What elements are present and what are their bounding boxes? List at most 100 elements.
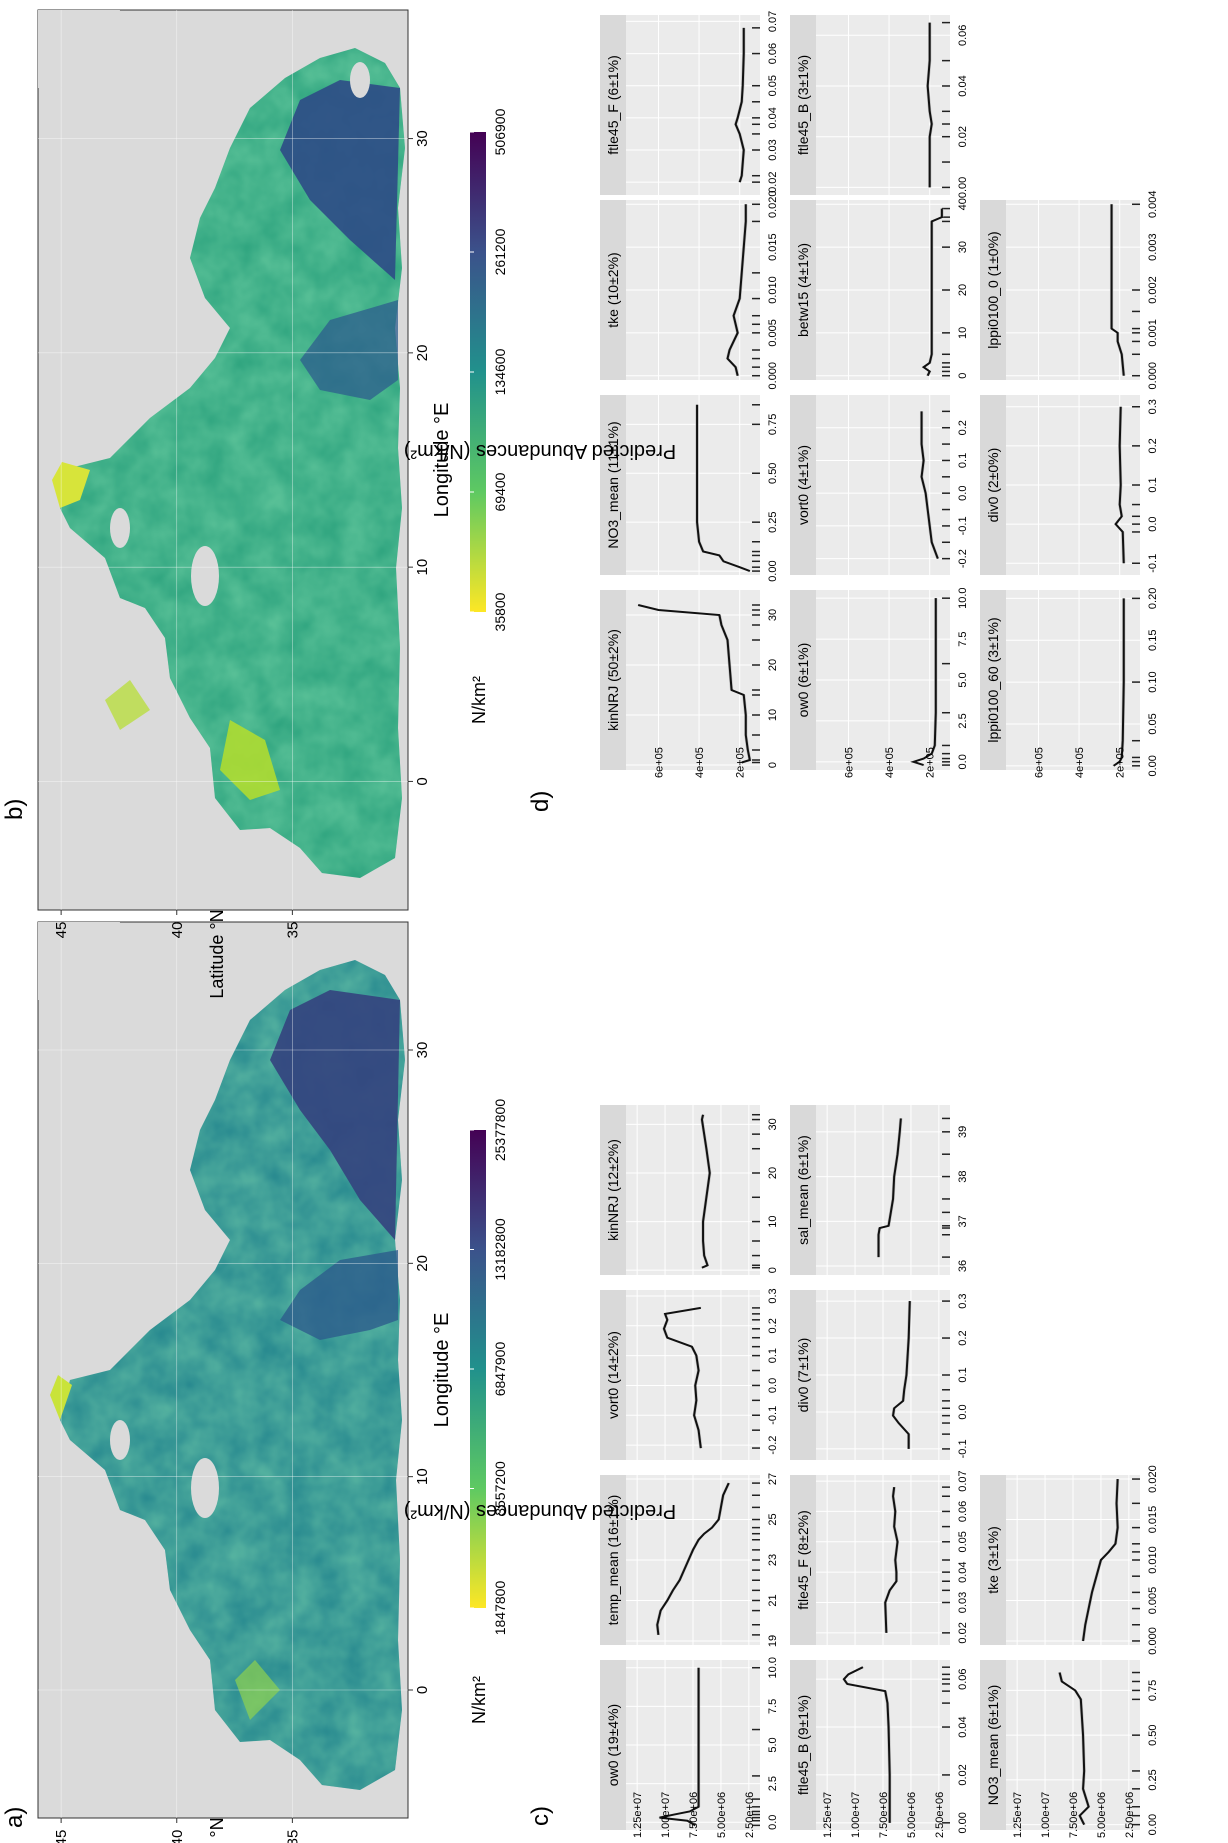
facet-tick-label-x: 0.07 [957, 1470, 969, 1491]
facet-d-8: lppi0100_60 (3±1%) 0.00 0.05 0.10 0.15 0.20 2e… [980, 588, 1159, 778]
facet-d-7: ftle45_B (3±1%) 0.00 0.02 0.04 0.06 [790, 15, 969, 198]
facet-tick-label-y: 7.50e+06 [688, 1792, 700, 1838]
facet-strip [980, 590, 1006, 770]
facet-tick-label-x: 2.5 [957, 713, 969, 728]
facet-c-5: ftle45_F (8±2%) 0.02 0.03 0.04 0.05 0.06 0.07 [790, 1470, 969, 1645]
facet-c-9: tke (3±1%) 0.000 0.005 0.010 0.015 0.020 [980, 1465, 1159, 1655]
facet-tick-label-x: 0.50 [1147, 1724, 1159, 1745]
colorbar-b: 35800 69400 134600 261200 506900 N/km² [469, 108, 508, 724]
facet-tick-label-x: 0.2 [767, 1318, 779, 1333]
facet-tick-label-x: 0.75 [1147, 1680, 1159, 1701]
facet-tick-label-x: 39 [957, 1126, 969, 1138]
facet-tick-label-x: 0.1 [957, 453, 969, 468]
facet-tick-label-y: 7.50e+06 [878, 1792, 890, 1838]
facet-tick-label-x: 19 [767, 1635, 779, 1647]
facet-strip [600, 1290, 626, 1460]
partial-dependence-facets: ow0 (19±4%) 0.0 2.5 5.0 7.5 10.0 2.50e+06 5.00e… [600, 11, 1159, 1838]
facet-tick-label-x: 0.0 [1147, 516, 1159, 531]
facet-tick-label-x: 0.010 [1147, 1546, 1159, 1574]
facet-tick-label-x: 0.06 [767, 43, 779, 64]
facet-tick-label-x: 0 [767, 1267, 779, 1273]
facet-strip [980, 200, 1006, 380]
colorbar-a-title: N/km² [469, 1676, 489, 1724]
panel-label-c: c) [527, 1806, 554, 1826]
facet-series-line [884, 1487, 899, 1633]
facet-series-line [842, 1666, 891, 1823]
map-axes: 0 10 20 30 35 40 45 Longitude °E Latitude °N 0 10 2… [38, 10, 453, 1843]
facet-confidence-ribbon [876, 1118, 903, 1258]
facet-tick-label-x: 0.15 [1147, 630, 1159, 651]
facet-tick-label-x: 0.020 [767, 191, 779, 219]
facet-tick-label-y: 1.00e+07 [850, 1792, 862, 1838]
facet-strip [600, 1475, 626, 1645]
facet-tick-label-x: 37 [957, 1215, 969, 1227]
facet-title: sal_mean (6±1%) [795, 1135, 811, 1245]
facet-title: div0 (7±1%) [795, 1338, 811, 1413]
facet-tick-label-x: 0.02 [957, 1622, 969, 1643]
facet-tick-label-x: 0.06 [957, 1501, 969, 1522]
facet-tick-label-x: 30 [957, 241, 969, 253]
facet-tick-label-x: 0.2 [1147, 438, 1159, 453]
map-a-east-low [270, 990, 400, 1240]
facet-title: ow0 (19±4%) [605, 1704, 621, 1786]
facet-c-8: NO3_mean (6±1%) 0.00 0.25 0.50 0.75 2.50e+06 5… [980, 1660, 1159, 1838]
facet-tick-label-x: 40 [957, 198, 969, 210]
facet-series-line [700, 1114, 711, 1269]
facet-tick-label-x: 0.015 [1147, 1506, 1159, 1534]
map-b-axes: 0 10 20 30 35 40 45 Longitude °E Latitude °N [38, 10, 453, 999]
facet-tick-label-x: 0.020 [1147, 1465, 1159, 1493]
facet-tick-label-x: 20 [767, 659, 779, 671]
map-a-tick-label-lon: 10 [414, 1468, 431, 1485]
facet-d-4: ow0 (6±1%) 0.0 2.5 5.0 7.5 10.0 2e+05 4e+05 6e+0… [790, 587, 969, 778]
facet-tick-label-x: 0.1 [767, 1348, 779, 1363]
colorbar-b-tick-label: 69400 [492, 472, 508, 511]
colorbar-b-tick-label: 506900 [492, 108, 508, 155]
facet-tick-label-x: 10 [957, 327, 969, 339]
map-b-yellow-2 [220, 720, 280, 800]
facet-tick-label-x: -0.2 [957, 549, 969, 568]
facet-tick-label-y: 2e+05 [735, 747, 747, 778]
facet-d-10: lppi0100_0 (1±0%) 0.000 0.001 0.002 0.003 0.0… [980, 191, 1159, 389]
map-a-tick-label-lon: 0 [414, 1686, 431, 1694]
colorbar-b-title: N/km² [469, 676, 489, 724]
map-b-island-1 [191, 546, 219, 606]
facet-tick-label-x: 0.002 [1147, 276, 1159, 304]
facet-tick-label-x: 0.75 [767, 414, 779, 435]
map-b-center-low [300, 300, 398, 400]
map-panel-a [37, 921, 409, 1819]
facet-panel-d: kinNRJ (50±2%) 0 10 20 30 2e+05 4e+05 6e+05 NO3_… [600, 11, 1159, 778]
facet-tick-label-x: 23 [767, 1554, 779, 1566]
panel-label-a: a) [1, 1807, 28, 1828]
facet-tick-label-y: 1.25e+07 [1012, 1792, 1024, 1838]
facet-d-2: tke (10±2%) 0.000 0.005 0.010 0.015 0.020 [600, 191, 779, 389]
map-a-tick-label-lon: 30 [414, 1042, 431, 1059]
facet-tick-label-x: 0.005 [1147, 1587, 1159, 1615]
colorbar-b-tick-label: 261200 [492, 228, 508, 275]
facet-title: div0 (2±0%) [985, 448, 1001, 523]
facet-tick-label-x: 0.1 [957, 1367, 969, 1382]
facet-title: tke (3±1%) [985, 1526, 1001, 1594]
map-b-tick-label-lat: 40 [169, 922, 186, 939]
facet-strip [600, 395, 626, 575]
facet-tick-label-y: 7.50e+06 [1068, 1792, 1080, 1838]
facet-title: temp_mean (16±1%) [605, 1495, 621, 1626]
map-a-east-low-2 [280, 1250, 398, 1340]
facet-tick-label-x: 0.3 [1147, 399, 1159, 414]
map-a-tick-label-lat: 45 [53, 1830, 70, 1843]
map-a-island-2 [110, 1420, 130, 1460]
facet-series-line [1113, 598, 1125, 767]
facet-tick-label-x: -0.1 [1147, 554, 1159, 573]
facet-strip [790, 15, 816, 195]
facet-tick-label-y: 5.00e+06 [1096, 1792, 1108, 1838]
map-a-tick-label-lat: 35 [284, 1830, 301, 1843]
facet-strip [600, 1660, 626, 1830]
facet-strip [790, 200, 816, 380]
facet-d-0: kinNRJ (50±2%) 0 10 20 30 2e+05 4e+05 6e+05 [600, 590, 779, 778]
facet-tick-label-x: 36 [957, 1260, 969, 1272]
map-a-land-north [38, 922, 120, 1000]
facet-tick-label-x: 0.3 [957, 1293, 969, 1308]
facet-strip [790, 1105, 816, 1275]
facet-tick-label-x: 0.3 [767, 1288, 779, 1303]
colorbar-b-tick-label: 134600 [492, 348, 508, 395]
